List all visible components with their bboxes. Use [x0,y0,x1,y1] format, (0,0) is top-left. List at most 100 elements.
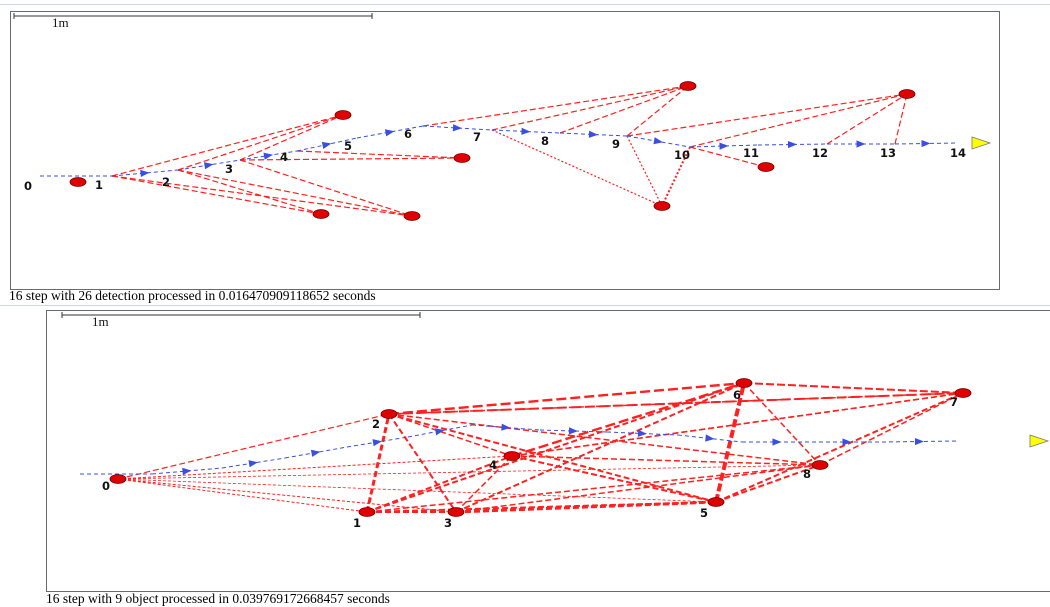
bottom-separator [0,305,1050,306]
pose-arrow [434,428,445,436]
landmark-link [819,392,964,466]
landmark-link [743,382,964,394]
trajectory-segment [677,434,743,443]
pose-arrow [568,427,578,435]
pose-label: 14 [950,146,966,160]
association-link [239,157,463,161]
pose-arrow [321,141,332,149]
pose-label: 9 [612,137,620,151]
pose-arrow [588,130,598,138]
landmark-point [757,162,775,172]
landmark-link [715,464,821,503]
association-link [626,93,908,137]
landmark-link [366,455,513,513]
association-link [177,169,413,217]
landmark-link [388,413,821,466]
landmark-link [117,478,368,513]
landmark-link [455,455,513,513]
landmark-link [743,382,821,466]
landmark-point [312,209,330,219]
top-status-caption: 16 step with 26 detection processed in 0… [9,288,376,303]
pose-arrow [384,129,395,137]
bottom-plot: 1m 0 1 2 3 4 5 6 7 8 [61,312,1050,530]
landmark-point [811,460,829,470]
pose-arrow [842,438,852,446]
landmark-point [735,378,753,388]
landmark-link [455,382,745,513]
landmark-link [117,455,513,480]
pose-label: 2 [162,175,170,189]
association-link [239,159,413,217]
landmark-point [403,211,421,221]
top-separator [0,4,1050,5]
association-link [296,150,463,159]
landmark-link [511,381,745,458]
landmark-point [358,507,376,517]
landmark-link [388,413,513,457]
pose-label: 5 [344,139,352,153]
landmark-point [380,409,398,419]
pose-label: 0 [24,179,32,193]
landmark-link [455,464,821,513]
pose-arrow [263,152,273,160]
landmark-point [69,177,87,187]
pose-arrow [452,124,462,132]
pose-arrow [653,137,663,145]
landmark-link [365,413,391,513]
pose-arrow [637,429,647,437]
pose-arrow [501,423,511,431]
association-link [239,114,344,161]
pose-arrow [921,139,931,148]
landmark-link [714,382,746,503]
goal-marker [971,136,992,150]
bottom-panel: 1m 0 1 2 3 4 5 6 7 8 16 step with 9 object proce… [0,305,1050,606]
landmark-label: 1 [353,516,361,530]
scale-bar: 1m [13,13,373,30]
pose-arrow [140,169,150,177]
pose-label: 1 [95,178,103,192]
association-link [894,93,908,145]
landmark-label: 5 [700,506,708,520]
landmark-label: 2 [372,417,380,431]
pose-arrow [856,140,866,148]
landmark-label: 4 [489,458,497,472]
pose-arrow [787,140,797,149]
robot-trajectory [40,124,992,177]
top-panel: 1m 0 1 2 3 4 5 6 7 8 9 10 11 12 13 14 16 step with 26 … [0,4,1050,303]
association-link [111,114,344,177]
landmark-point [334,110,352,120]
robot-trajectory [80,423,1050,475]
association-link [626,135,663,207]
landmark-link [715,392,964,503]
association-link [661,146,691,207]
landmark-label: 6 [733,388,741,402]
landmark-point [898,89,916,99]
landmark-label: 8 [803,467,811,481]
pose-label: 3 [225,162,233,176]
trajectory-segment [471,424,541,431]
landmark-link [511,455,821,466]
pose-arrow [719,142,729,150]
scale-bar-label: 1m [52,15,69,30]
landmark-link [117,413,390,480]
landmark-point [503,451,521,461]
trajectory-segment [407,424,473,438]
scale-bar-label: 1m [92,314,109,329]
pose-arrow [521,127,531,135]
association-link [559,85,689,134]
landmark-label: 0 [102,479,110,493]
association-link [491,129,663,207]
landmark-link [366,464,821,513]
landmark-link [366,382,745,513]
landmark-link [511,455,717,503]
pose-arrow [772,438,782,446]
trajectory-segment [689,144,759,148]
pose-arrow [310,449,321,457]
landmark-point [679,81,697,91]
association-link [491,85,689,131]
trajectory-segment [422,125,493,131]
landmark-point [453,153,471,163]
pose-arrow [248,460,258,468]
pose-label: 10 [674,148,690,162]
